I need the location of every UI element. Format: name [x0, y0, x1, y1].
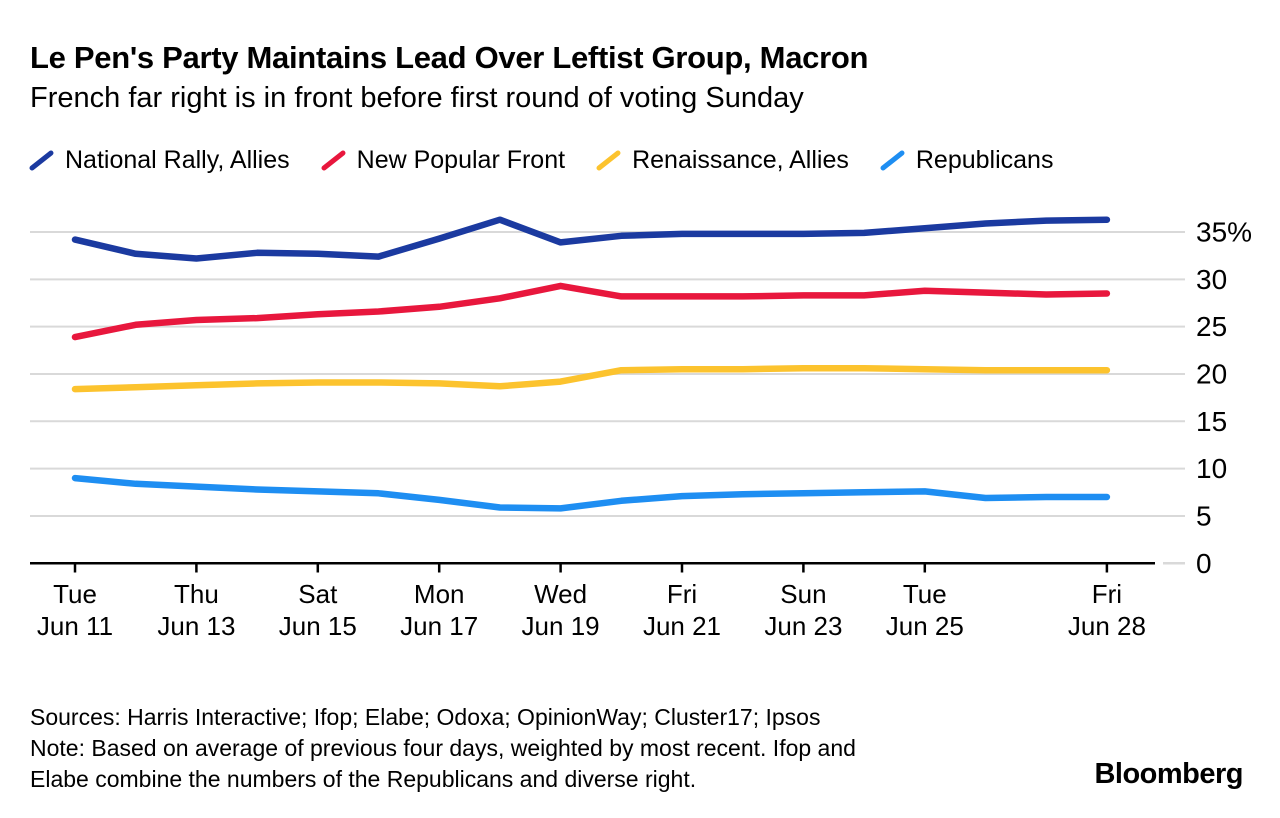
note-text-line2: Elabe combine the numbers of the Republi…	[30, 766, 697, 792]
note-text-line1: Note: Based on average of previous four …	[30, 735, 856, 761]
x-tick-day-label: Wed	[534, 579, 587, 609]
y-tick-label: 5	[1196, 500, 1212, 531]
series-line-new-popular-front	[71, 282, 1111, 341]
x-tick-day-label: Tue	[903, 579, 947, 609]
line-swatch-icon	[29, 150, 54, 171]
legend-label: Republicans	[915, 146, 1054, 174]
x-tick-day-label: Sat	[298, 579, 338, 609]
y-tick-label: 30	[1196, 264, 1227, 295]
line-chart: 0 5 10 15 20 25 30 35% Tue Jun 11 Thu Jun 13 Sat Jun …	[0, 190, 1280, 670]
chart-title: Le Pen's Party Maintains Lead Over Lefti…	[30, 40, 869, 75]
x-tick-date-label: Jun 28	[1068, 611, 1146, 641]
series-line-republicans	[71, 474, 1111, 512]
legend-label: Renaissance, Allies	[632, 146, 849, 174]
line-swatch-icon	[321, 150, 346, 171]
legend-item-new-popular-front: New Popular Front	[320, 146, 565, 175]
x-tick-date-label: Jun 25	[886, 611, 964, 641]
x-tick-date-label: Jun 21	[643, 611, 721, 641]
x-tick-date-label: Jun 23	[764, 611, 842, 641]
x-tick-day-label: Fri	[667, 579, 697, 609]
x-tick-date-label: Jun 17	[400, 611, 478, 641]
y-tick-label: 20	[1196, 358, 1227, 389]
series-line-national-rally-allies	[71, 216, 1111, 262]
series-line-renaissance-allies	[71, 365, 1111, 393]
x-tick-date-label: Jun 15	[279, 611, 357, 641]
legend-item-republicans: Republicans	[879, 146, 1054, 175]
y-tick-label: 15	[1196, 406, 1227, 437]
legend-label: New Popular Front	[356, 146, 566, 174]
footer-notes: Sources: Harris Interactive; Ifop; Elabe…	[30, 702, 856, 795]
legend-label: National Rally, Allies	[65, 146, 290, 174]
chart-subtitle: French far right is in front before firs…	[30, 82, 804, 114]
y-tick-label: 35%	[1196, 216, 1252, 247]
x-tick-date-label: Jun 19	[522, 611, 600, 641]
sources-text: Sources: Harris Interactive; Ifop; Elabe…	[30, 704, 821, 730]
x-tick-day-label: Sun	[780, 579, 826, 609]
x-tick-day-label: Mon	[414, 579, 465, 609]
line-swatch-icon	[880, 150, 905, 171]
y-tick-label: 0	[1196, 548, 1212, 579]
x-tick-date-label: Jun 13	[157, 611, 235, 641]
legend-item-national-rally: National Rally, Allies	[28, 146, 290, 175]
x-tick-day-label: Fri	[1092, 579, 1122, 609]
x-tick-day-label: Tue	[53, 579, 97, 609]
legend-item-renaissance: Renaissance, Allies	[595, 146, 849, 175]
legend: National Rally, Allies New Popular Front…	[28, 146, 1053, 175]
x-tick-date-label: Jun 11	[37, 611, 113, 641]
y-tick-label: 10	[1196, 453, 1227, 484]
line-swatch-icon	[596, 150, 621, 171]
bloomberg-logo: Bloomberg	[1094, 758, 1243, 790]
x-tick-day-label: Thu	[174, 579, 219, 609]
y-tick-label: 25	[1196, 311, 1227, 342]
